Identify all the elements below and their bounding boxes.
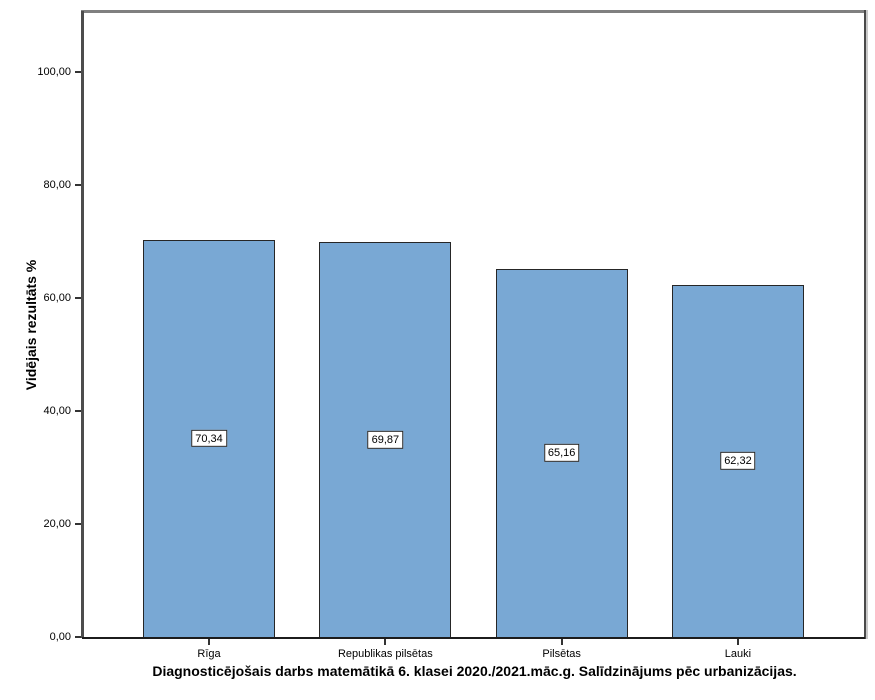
bar-value-label: 69,87 [367,430,404,449]
bar-value-label: 65,16 [543,444,580,462]
y-tick-label: 20,00 [43,518,71,531]
x-category-label: Lauki [724,648,752,660]
plot-frame-right-highlight [866,10,868,639]
y-axis-line [81,11,84,638]
y-tick-label: 60,00 [43,292,71,305]
y-tick-mark [75,297,81,300]
bar-value-label: 62,32 [720,452,756,470]
bar-value-label: 70,34 [191,429,227,448]
x-tick-mark [736,639,739,645]
x-tick-mark [384,639,387,645]
y-tick-label: 100,00 [37,66,71,79]
y-axis-ticks: 0,00 20,00 40,00 60,00 80,00 100,00 [0,11,81,643]
y-tick-mark [75,184,81,187]
y-tick-label: 80,00 [43,179,71,192]
plot-area: 70,34 69,87 65,16 62,32 [84,11,864,637]
bar-0 [143,239,275,637]
x-category-label: Pilsētas [542,648,581,660]
chart-title: Diagnosticējošais darbs matemātikā 6. kl… [152,663,797,679]
x-axis-line [82,637,865,639]
y-tick-mark [75,71,81,74]
x-category-label: Rīga [197,648,221,660]
y-tick-mark [75,410,81,413]
y-tick-mark [75,636,81,638]
x-tick-mark [560,639,563,645]
x-axis-ticks: Rīga Republikas pilsētas Pilsētas Lauki [84,639,864,665]
x-category-label: Republikas pilsētas [337,648,433,660]
plot-frame-top [81,10,868,13]
y-tick-label: 40,00 [43,405,71,418]
y-tick-mark [75,523,81,526]
y-tick-label: 0,00 [49,631,71,643]
x-tick-mark [208,639,211,645]
plot-frame-right [864,10,866,639]
